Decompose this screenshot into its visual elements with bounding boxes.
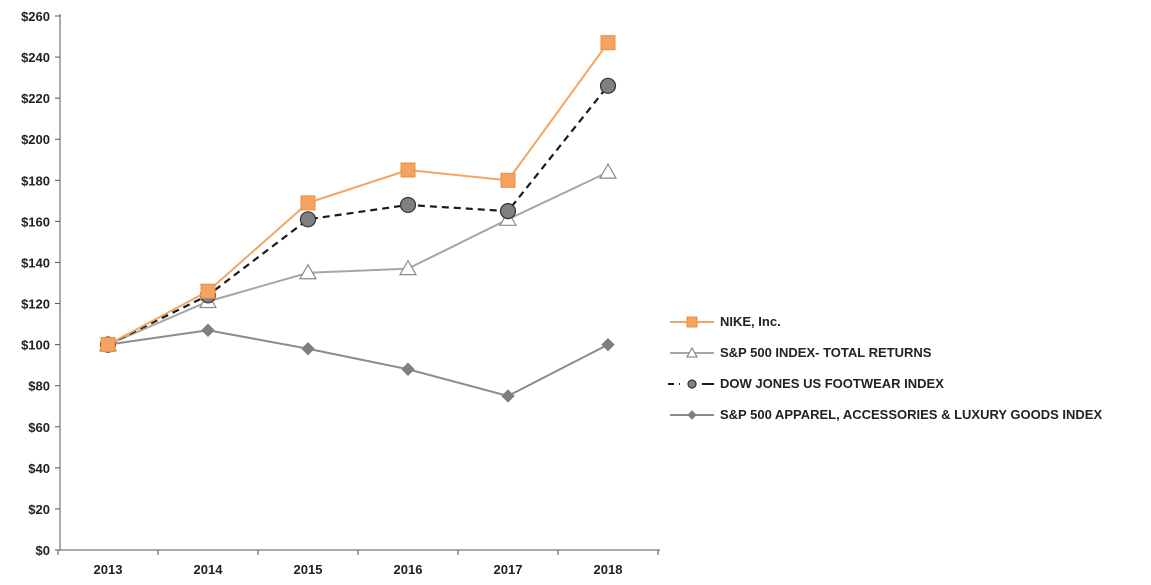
y-tick-label: $60 (28, 420, 50, 435)
data-point-apparel (601, 337, 615, 352)
legend-symbol-nike (670, 316, 714, 327)
legend-label-sp500: S&P 500 INDEX- TOTAL RETURNS (720, 345, 932, 360)
series-line-sp500 (107, 171, 609, 346)
data-point-nike (500, 172, 516, 188)
legend: NIKE, Inc. S&P 500 INDEX- TOTAL RETURNS … (668, 306, 1102, 430)
data-point-dow-jones (599, 77, 617, 94)
y-tick-label: $80 (28, 379, 50, 394)
data-point-nike (600, 35, 616, 51)
legend-item-dow-jones: DOW JONES US FOOTWEAR INDEX (668, 368, 1102, 399)
legend-marker (687, 378, 697, 389)
legend-label-nike: NIKE, Inc. (720, 314, 781, 329)
y-tick-label: $120 (21, 297, 50, 312)
y-tick-label: $240 (21, 50, 50, 65)
data-point-dow-jones (399, 196, 417, 214)
series-nike (100, 35, 616, 353)
legend-marker (687, 409, 697, 420)
x-tick-label: 2017 (494, 562, 523, 577)
x-tick-label: 2014 (194, 562, 224, 577)
data-point-sp500 (298, 263, 318, 280)
x-tick-label: 2015 (294, 562, 323, 577)
series-line-apparel (107, 329, 609, 398)
y-tick-label: $140 (21, 255, 50, 270)
data-point-sp500 (398, 259, 418, 276)
data-point-dow-jones (299, 211, 317, 228)
data-point-apparel (201, 323, 215, 337)
data-point-apparel (301, 342, 315, 356)
data-point-sp500 (598, 162, 618, 179)
y-axis-ticks: $0 $20 $40 $60 $80 $100 $120 $140 $160 $180 $200 $2… (21, 9, 60, 558)
y-tick-label: $160 (21, 214, 50, 229)
y-tick-label: $100 (21, 338, 50, 353)
y-tick-label: $40 (28, 461, 50, 476)
x-axis-ticks: 2013 2014 2015 2016 2017 2018 (57, 550, 659, 577)
data-point-apparel (401, 362, 415, 376)
x-tick-label: 2013 (94, 562, 123, 577)
axes (59, 14, 660, 551)
y-tick-label: $220 (21, 91, 50, 106)
legend-marker (686, 316, 698, 327)
data-point-nike (300, 195, 316, 211)
y-tick-label: $0 (36, 543, 50, 558)
legend-label-dow-jones: DOW JONES US FOOTWEAR INDEX (720, 376, 944, 391)
legend-label-apparel: S&P 500 APPAREL, ACCESSORIES & LUXURY GO… (720, 407, 1103, 422)
series-dow-jones (99, 77, 617, 353)
data-point-nike (100, 337, 116, 353)
series-line-dow-jones (107, 85, 609, 346)
y-tick-label: $200 (21, 132, 50, 147)
legend-symbol-dow-jones (668, 378, 714, 389)
series-apparel (101, 323, 615, 403)
y-tick-label: $180 (21, 173, 50, 188)
legend-item-sp500: S&P 500 INDEX- TOTAL RETURNS (668, 337, 1102, 368)
legend-marker (685, 346, 699, 358)
series-layer (98, 35, 618, 403)
legend-item-apparel: S&P 500 APPAREL, ACCESSORIES & LUXURY GO… (668, 399, 1102, 430)
data-point-nike (200, 283, 216, 299)
data-point-nike (400, 162, 416, 178)
x-tick-label: 2016 (394, 562, 423, 577)
series-line-nike (107, 42, 609, 346)
legend-symbol-sp500 (670, 346, 714, 358)
y-tick-label: $20 (28, 502, 50, 517)
data-point-apparel (501, 389, 515, 403)
series-sp500 (98, 162, 618, 352)
x-tick-label: 2018 (594, 562, 623, 577)
legend-symbol-apparel (670, 409, 714, 420)
data-point-dow-jones (499, 203, 517, 220)
y-tick-label: $260 (21, 9, 50, 24)
legend-item-nike: NIKE, Inc. (668, 306, 1102, 337)
